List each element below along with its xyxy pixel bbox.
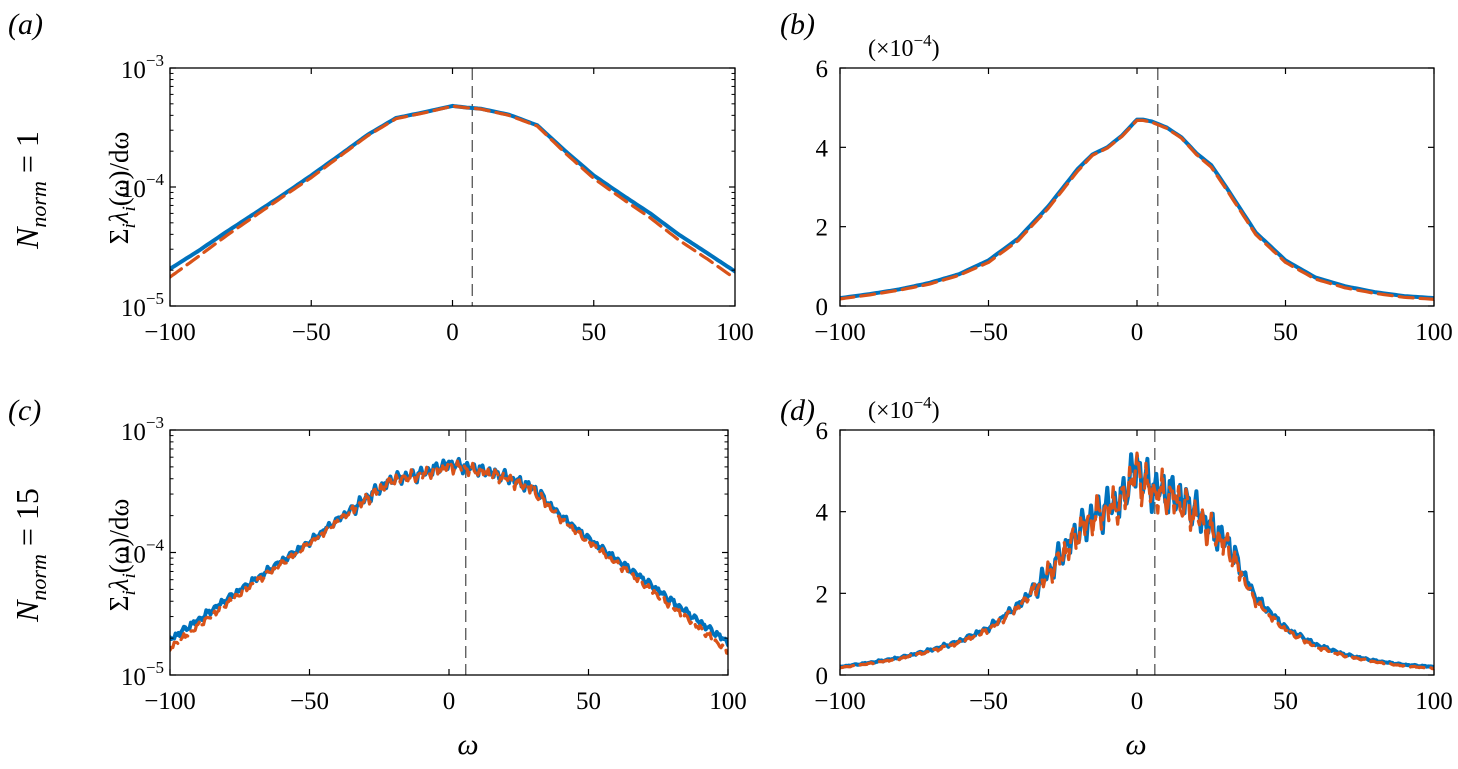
series-solid-line [170,103,735,274]
axes-frame [169,67,736,307]
x-tick-label: 50 [1273,319,1298,346]
x-tick-label: 50 [576,688,601,715]
panel-d: (d) (×10−4) −100 −50 0 50 100 0 2 4 6 [780,393,1453,715]
series-dashed-line [170,104,735,281]
panel-a: (a) −100 −50 0 50 100 10−5 10−4 10−3 [8,8,754,346]
x-tick-label: −50 [969,319,1008,346]
x-tick-label: 100 [709,688,747,715]
y-tick-label: 10−4 [121,170,165,203]
y-tick-label: 10−3 [121,51,164,84]
x-axis-label-left: ω [457,728,478,761]
panel-label: (b) [780,8,815,41]
series-dashed-line [840,118,1434,301]
x-tick-label: 0 [1131,688,1144,715]
y-tick-label: 2 [816,581,829,608]
series-solid-line [840,452,1434,670]
x-tick-label: 0 [446,319,459,346]
x-tick-label: 50 [1273,688,1298,715]
series-solid-line [840,117,1434,301]
x-tick-label: 0 [443,688,456,715]
y-tick-label: 10−4 [121,536,165,569]
x-tick-label: −100 [144,688,196,715]
x-tick-label: 100 [716,319,754,346]
y-tick-label: 10−5 [121,658,164,691]
y-tick-label: 4 [816,135,829,162]
x-tick-label: 50 [581,319,606,346]
y-tick-label: 6 [816,56,829,83]
x-tick-label: −50 [290,688,329,715]
x-tick-label: −100 [814,319,866,346]
x-tick-label: −50 [292,319,331,346]
panel-label: (a) [8,8,43,41]
panel-c: (c) −100 −50 0 50 100 10−5 10−4 10−3 [8,394,747,715]
y-axis-label-top: Σiλi(ω)/dω [104,132,140,245]
series-dashed-line [840,451,1434,671]
y-tick-label: 4 [816,500,829,527]
x-tick-label: −100 [814,688,866,715]
y-tick-label: 6 [816,418,829,445]
x-tick-label: −100 [144,319,196,346]
x-tick-label: 0 [1131,319,1144,346]
y-tick-label: 0 [816,294,829,321]
y-tick-label: 10−5 [121,289,164,322]
x-axis-label-right: ω [1125,728,1146,761]
row-label-bottom: Nnorm = 15 [9,488,51,623]
x-tick-label: 100 [1415,319,1453,346]
axis-scale-note: (×10−4) [868,393,940,424]
y-axis-label-bottom: Σiλi(ω)/dω [104,499,140,612]
panel-b: (b) (×10−4) −100 −50 0 50 100 0 2 4 6 [780,8,1453,346]
x-tick-label: −50 [969,688,1008,715]
series-solid-line [170,456,728,648]
y-tick-label: 0 [816,663,829,690]
x-tick-label: 100 [1415,688,1453,715]
y-tick-label: 2 [816,215,829,242]
series-dashed-line [170,459,728,655]
axis-scale-note: (×10−4) [868,31,940,62]
panel-label: (d) [780,394,815,427]
panel-label: (c) [8,394,41,427]
row-label-top: Nnorm = 1 [9,131,51,250]
axes-frame [839,67,1435,307]
y-tick-label: 10−3 [121,413,164,446]
